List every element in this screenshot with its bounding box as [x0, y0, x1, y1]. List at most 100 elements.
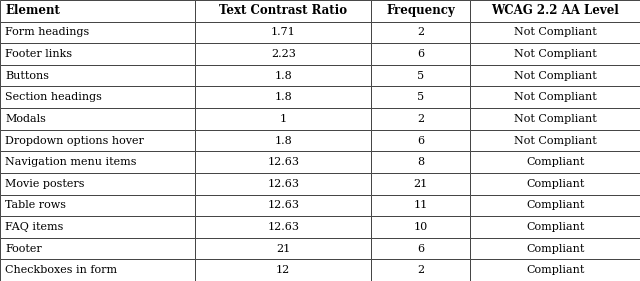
Text: 5: 5 — [417, 92, 424, 102]
Bar — [470, 65, 640, 87]
Bar — [371, 43, 470, 65]
Bar — [371, 130, 470, 151]
Bar — [470, 87, 640, 108]
Text: 1.8: 1.8 — [275, 135, 292, 146]
Bar — [0, 22, 195, 43]
Bar — [470, 151, 640, 173]
Text: Text Contrast Ratio: Text Contrast Ratio — [219, 4, 348, 17]
Bar — [0, 65, 195, 87]
Text: 21: 21 — [413, 179, 428, 189]
Bar — [195, 173, 371, 194]
Bar — [195, 43, 371, 65]
Text: 12.63: 12.63 — [268, 222, 300, 232]
Bar — [195, 65, 371, 87]
Text: Compliant: Compliant — [526, 244, 584, 253]
Bar — [371, 87, 470, 108]
Bar — [470, 259, 640, 281]
Bar — [470, 130, 640, 151]
Text: 1.8: 1.8 — [275, 71, 292, 81]
Text: 12.63: 12.63 — [268, 200, 300, 210]
Bar — [0, 259, 195, 281]
Bar — [470, 238, 640, 259]
Bar — [371, 259, 470, 281]
Text: 1.71: 1.71 — [271, 28, 296, 37]
Text: Table rows: Table rows — [5, 200, 66, 210]
Text: Navigation menu items: Navigation menu items — [5, 157, 136, 167]
Bar — [195, 151, 371, 173]
Bar — [0, 108, 195, 130]
Text: Not Compliant: Not Compliant — [514, 92, 596, 102]
Bar — [371, 108, 470, 130]
Bar — [0, 43, 195, 65]
Bar — [0, 151, 195, 173]
Text: 21: 21 — [276, 244, 291, 253]
Text: Compliant: Compliant — [526, 157, 584, 167]
Text: 8: 8 — [417, 157, 424, 167]
Bar — [0, 0, 195, 22]
Text: 2: 2 — [417, 265, 424, 275]
Text: 2: 2 — [417, 28, 424, 37]
Text: 12: 12 — [276, 265, 291, 275]
Bar — [371, 65, 470, 87]
Bar — [371, 151, 470, 173]
Bar — [0, 87, 195, 108]
Text: Footer: Footer — [5, 244, 42, 253]
Text: Compliant: Compliant — [526, 200, 584, 210]
Bar — [195, 87, 371, 108]
Text: Compliant: Compliant — [526, 179, 584, 189]
Bar — [0, 216, 195, 238]
Bar — [470, 22, 640, 43]
Bar — [371, 238, 470, 259]
Text: Checkboxes in form: Checkboxes in form — [5, 265, 117, 275]
Text: 6: 6 — [417, 135, 424, 146]
Text: 12.63: 12.63 — [268, 179, 300, 189]
Bar — [0, 130, 195, 151]
Text: 1: 1 — [280, 114, 287, 124]
Bar — [195, 22, 371, 43]
Text: Compliant: Compliant — [526, 265, 584, 275]
Bar — [470, 43, 640, 65]
Text: Compliant: Compliant — [526, 222, 584, 232]
Bar — [371, 22, 470, 43]
Text: Not Compliant: Not Compliant — [514, 135, 596, 146]
Text: 12.63: 12.63 — [268, 157, 300, 167]
Text: Not Compliant: Not Compliant — [514, 49, 596, 59]
Text: FAQ items: FAQ items — [5, 222, 63, 232]
Text: 5: 5 — [417, 71, 424, 81]
Bar — [195, 216, 371, 238]
Bar — [0, 238, 195, 259]
Text: Form headings: Form headings — [5, 28, 90, 37]
Bar — [195, 0, 371, 22]
Bar — [470, 194, 640, 216]
Bar — [371, 0, 470, 22]
Text: Modals: Modals — [5, 114, 46, 124]
Bar — [371, 173, 470, 194]
Bar — [195, 238, 371, 259]
Bar — [0, 173, 195, 194]
Text: 1.8: 1.8 — [275, 92, 292, 102]
Text: Frequency: Frequency — [387, 4, 455, 17]
Bar — [470, 108, 640, 130]
Text: WCAG 2.2 AA Level: WCAG 2.2 AA Level — [492, 4, 619, 17]
Text: 11: 11 — [413, 200, 428, 210]
Text: Not Compliant: Not Compliant — [514, 71, 596, 81]
Text: 10: 10 — [413, 222, 428, 232]
Text: 2: 2 — [417, 114, 424, 124]
Bar — [470, 216, 640, 238]
Text: 6: 6 — [417, 244, 424, 253]
Text: 2.23: 2.23 — [271, 49, 296, 59]
Bar — [0, 194, 195, 216]
Text: Section headings: Section headings — [5, 92, 102, 102]
Text: Buttons: Buttons — [5, 71, 49, 81]
Bar — [470, 173, 640, 194]
Text: Footer links: Footer links — [5, 49, 72, 59]
Bar — [371, 194, 470, 216]
Text: Element: Element — [5, 4, 60, 17]
Bar — [195, 194, 371, 216]
Text: Not Compliant: Not Compliant — [514, 28, 596, 37]
Text: 6: 6 — [417, 49, 424, 59]
Bar — [195, 130, 371, 151]
Bar — [195, 259, 371, 281]
Bar — [195, 108, 371, 130]
Text: Not Compliant: Not Compliant — [514, 114, 596, 124]
